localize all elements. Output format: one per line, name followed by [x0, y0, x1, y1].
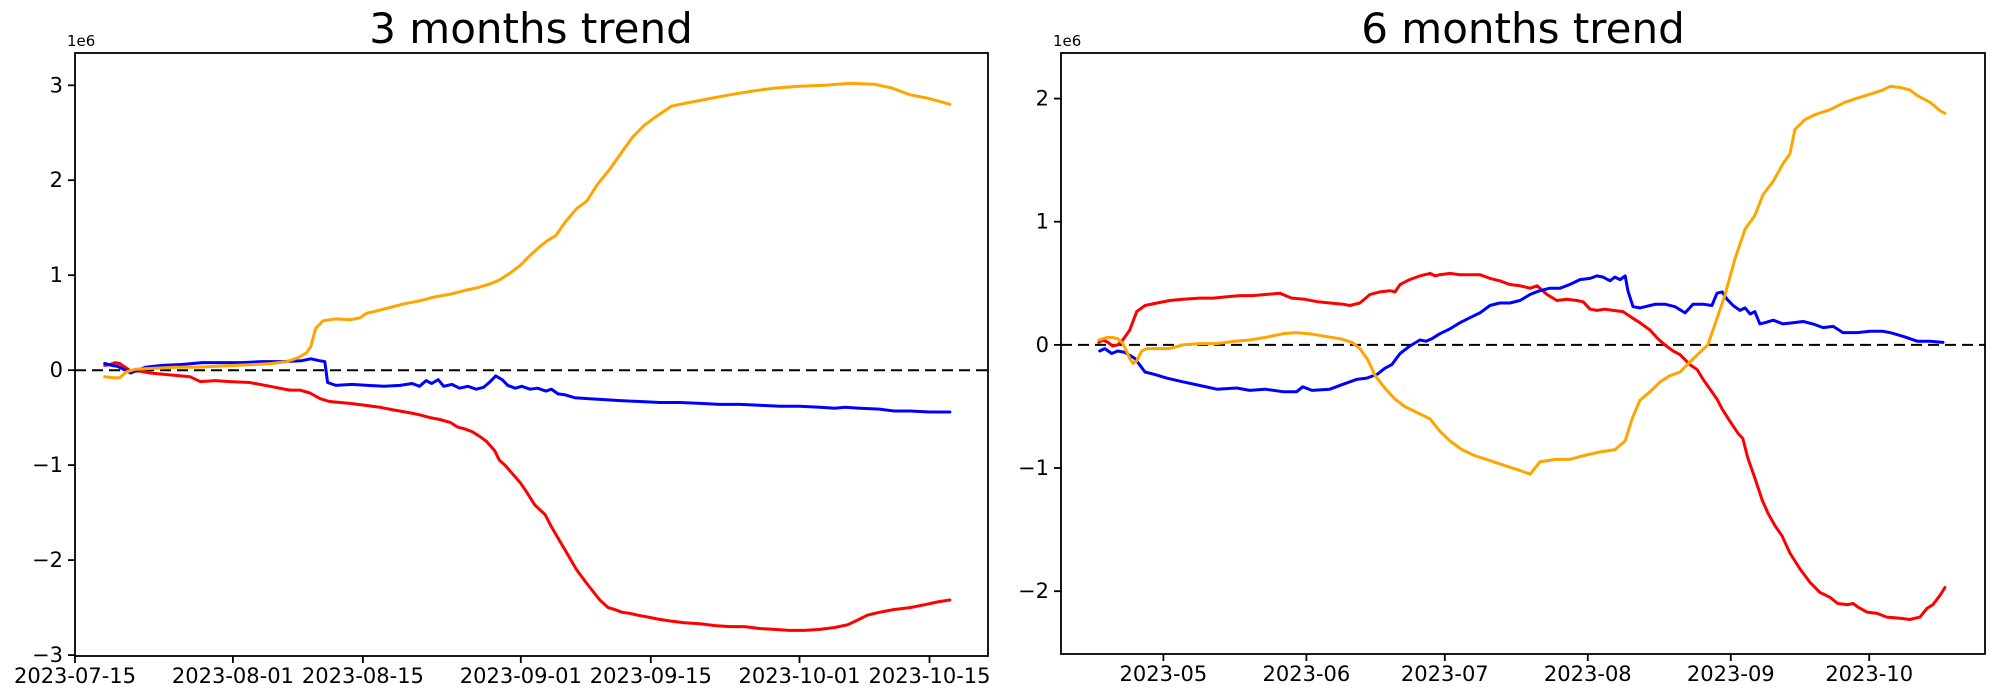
series-line-blue [103, 357, 952, 414]
series-line-orange [1097, 84, 1947, 476]
x-tick-label: 2023-10-01 [738, 664, 860, 688]
y-tick-label: 2 [1036, 87, 1049, 111]
axes-frame [74, 52, 989, 657]
y-tick-label: 1 [1036, 210, 1049, 234]
series-line-orange [103, 81, 952, 380]
x-tick-label: 2023-07 [1401, 662, 1489, 686]
chart-3-months: 2023-07-15 2023-08-01 2023-08-15 2023-09-01… [14, 32, 991, 688]
x-tick-label: 2023-10 [1825, 662, 1913, 686]
chart-title-3-months: 3 months trend [369, 4, 693, 53]
y-tick-label: −1 [1018, 456, 1049, 480]
x-tick-label: 2023-08-01 [172, 664, 294, 688]
y-tick-label: 1 [50, 263, 63, 287]
y-tick-label: −2 [32, 548, 63, 572]
y-tick-label: 0 [1036, 333, 1049, 357]
y-tick-label: −1 [32, 453, 63, 477]
x-tick-label: 2023-09-15 [590, 664, 712, 688]
y-axis-offset-label: 1e6 [1053, 32, 1081, 50]
x-tick-label: 2023-07-15 [14, 664, 136, 688]
chart-title-6-months: 6 months trend [1361, 4, 1685, 53]
y-tick-label: 0 [50, 358, 63, 382]
axes-frame [1060, 52, 1986, 655]
y-tick-label: −2 [1018, 579, 1049, 603]
x-tick-label: 2023-09 [1687, 662, 1775, 686]
series-line-blue [1098, 274, 1945, 394]
x-tick-label: 2023-08 [1544, 662, 1632, 686]
series-line-red [103, 361, 952, 632]
chart-6-months: 2023-05 2023-06 2023-07 2023-08 2023-09 2023-… [1018, 32, 1986, 686]
x-tick-label: 2023-10-15 [868, 664, 990, 688]
x-tick-label: 2023-09-01 [460, 664, 582, 688]
series-line-red [1097, 271, 1947, 621]
y-axis-offset-label: 1e6 [67, 32, 95, 50]
x-tick-label: 2023-08-15 [302, 664, 424, 688]
x-tick-label: 2023-05 [1120, 662, 1208, 686]
y-tick-label: 3 [50, 73, 63, 97]
y-tick-label: −3 [32, 643, 63, 667]
x-tick-label: 2023-06 [1263, 662, 1351, 686]
y-tick-label: 2 [50, 168, 63, 192]
